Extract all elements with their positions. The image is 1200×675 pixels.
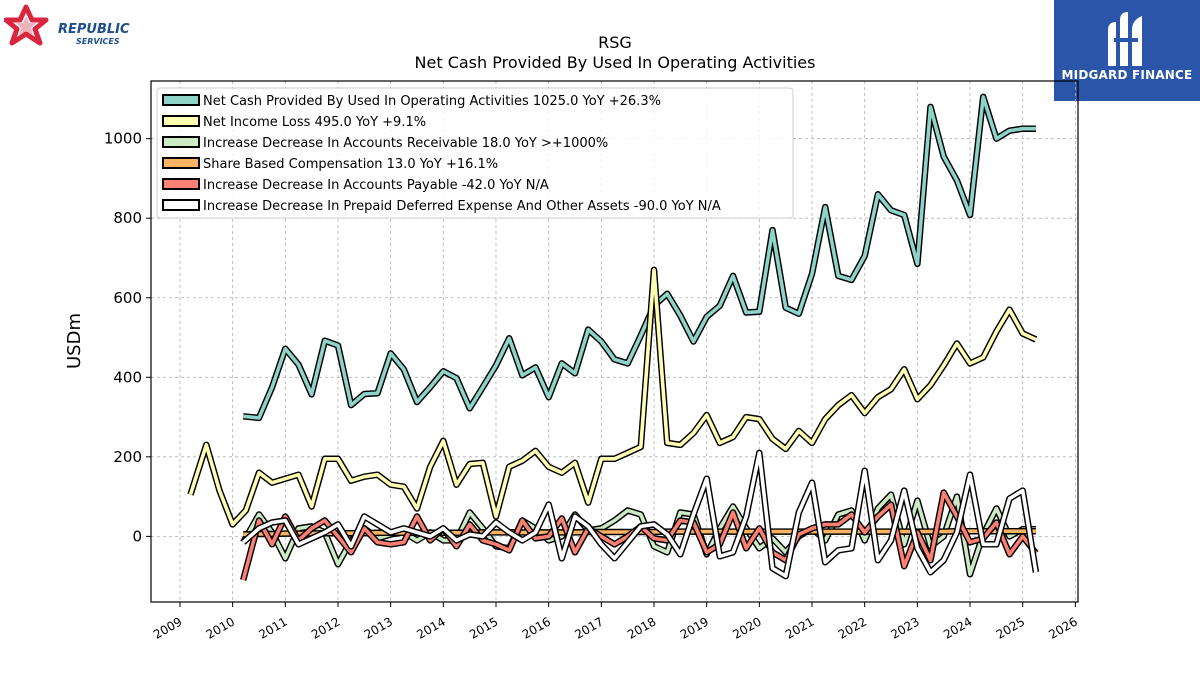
legend-swatch-4	[162, 178, 200, 190]
legend-swatch-5	[162, 199, 200, 211]
series-0	[242, 93, 1036, 422]
x-tick-label: 2024	[941, 614, 974, 641]
x-tick-label: 2023	[888, 614, 921, 641]
x-tick-label: 2015	[467, 614, 500, 641]
legend-swatch-1	[162, 115, 200, 127]
y-tick-label: 1000	[104, 130, 142, 148]
y-axis-label: USDm	[64, 313, 85, 369]
midgard-mark-icon	[1108, 12, 1142, 66]
legend-label-2: Increase Decrease In Accounts Receivable…	[203, 136, 608, 151]
chart-title: RSG	[598, 33, 632, 52]
y-tick-label: 600	[113, 289, 142, 307]
x-tick-label: 2017	[572, 614, 605, 641]
x-tick-label: 2013	[362, 614, 395, 641]
x-tick-label: 2010	[204, 614, 237, 641]
republic-star-icon	[3, 4, 49, 46]
x-tick-label: 2011	[256, 614, 289, 641]
x-tick-label: 2009	[151, 614, 184, 641]
series-5-line	[242, 451, 1038, 578]
series-3	[243, 527, 1036, 538]
republic-services-logo: REPUBLIC SERVICES	[3, 4, 154, 54]
series-5	[241, 449, 1040, 580]
series-1	[187, 266, 1038, 528]
series-3-line	[243, 529, 1036, 537]
series-lines	[187, 93, 1040, 581]
legend-label-5: Increase Decrease In Prepaid Deferred Ex…	[203, 199, 721, 214]
x-tick-label: 2020	[730, 614, 763, 641]
y-tick-label: 400	[113, 368, 142, 386]
legend-label-0: Net Cash Provided By Used In Operating A…	[203, 94, 661, 109]
y-tick-label: 0	[132, 527, 142, 545]
x-tick-label: 2019	[678, 614, 711, 641]
legend: Net Cash Provided By Used In Operating A…	[156, 87, 794, 219]
x-tick-label: 2018	[625, 614, 658, 641]
x-tick-label: 2012	[309, 614, 342, 641]
x-tick-label: 2026	[1046, 614, 1079, 641]
legend-swatch-3	[162, 157, 200, 169]
midgard-finance-logo: MIDGARD FINANCE	[1054, 0, 1200, 101]
x-tick-label: 2021	[783, 614, 816, 641]
legend-label-3: Share Based Compensation 13.0 YoY +16.1%	[203, 157, 498, 172]
republic-name: REPUBLIC	[58, 22, 130, 37]
x-tick-label: 2016	[520, 614, 553, 641]
legend-swatch-0	[162, 94, 200, 106]
x-tick-label: 2014	[414, 614, 447, 641]
plot-frame	[150, 80, 1079, 603]
legend-label-4: Increase Decrease In Accounts Payable -4…	[203, 178, 549, 193]
republic-subname: SERVICES	[76, 37, 120, 46]
midgard-name: MIDGARD FINANCE	[1061, 68, 1193, 82]
legend-box	[156, 87, 794, 219]
series-0-line	[243, 95, 1036, 420]
y-tick-label: 800	[113, 209, 142, 227]
legend-label-1: Net Income Loss 495.0 YoY +9.1%	[203, 115, 426, 130]
chart-subtitle: Net Cash Provided By Used In Operating A…	[415, 53, 816, 72]
x-tick-label: 2022	[836, 614, 869, 641]
y-tick-label: 200	[113, 448, 142, 466]
series-1-line	[188, 268, 1037, 527]
x-tick-label: 2025	[994, 614, 1027, 641]
legend-swatch-2	[162, 136, 200, 148]
